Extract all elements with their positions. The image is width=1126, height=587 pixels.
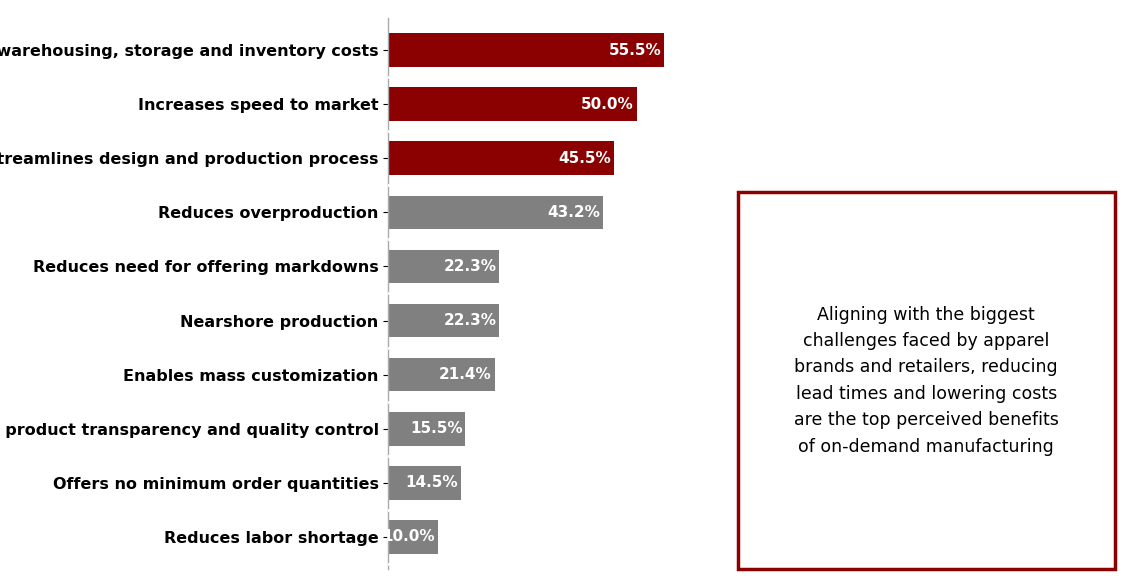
Text: 55.5%: 55.5% [608, 43, 661, 58]
Text: 15.5%: 15.5% [410, 421, 463, 436]
Text: 43.2%: 43.2% [547, 205, 600, 220]
Text: 10.0%: 10.0% [383, 529, 435, 544]
Text: 21.4%: 21.4% [439, 367, 492, 382]
Text: 45.5%: 45.5% [558, 151, 611, 166]
Bar [388, 520, 438, 554]
Bar [388, 466, 461, 500]
Text: 14.5%: 14.5% [405, 475, 457, 490]
Bar [388, 195, 604, 229]
Text: 22.3%: 22.3% [444, 313, 497, 328]
Bar [388, 141, 615, 175]
Bar [388, 87, 637, 121]
Text: 22.3%: 22.3% [444, 259, 497, 274]
Bar [388, 358, 494, 392]
Text: 50.0%: 50.0% [581, 97, 634, 112]
Bar [388, 412, 465, 446]
Bar [388, 304, 499, 338]
Bar [388, 249, 499, 283]
Text: Aligning with the biggest
challenges faced by apparel
brands and retailers, redu: Aligning with the biggest challenges fac… [794, 306, 1058, 456]
Bar [388, 33, 664, 67]
